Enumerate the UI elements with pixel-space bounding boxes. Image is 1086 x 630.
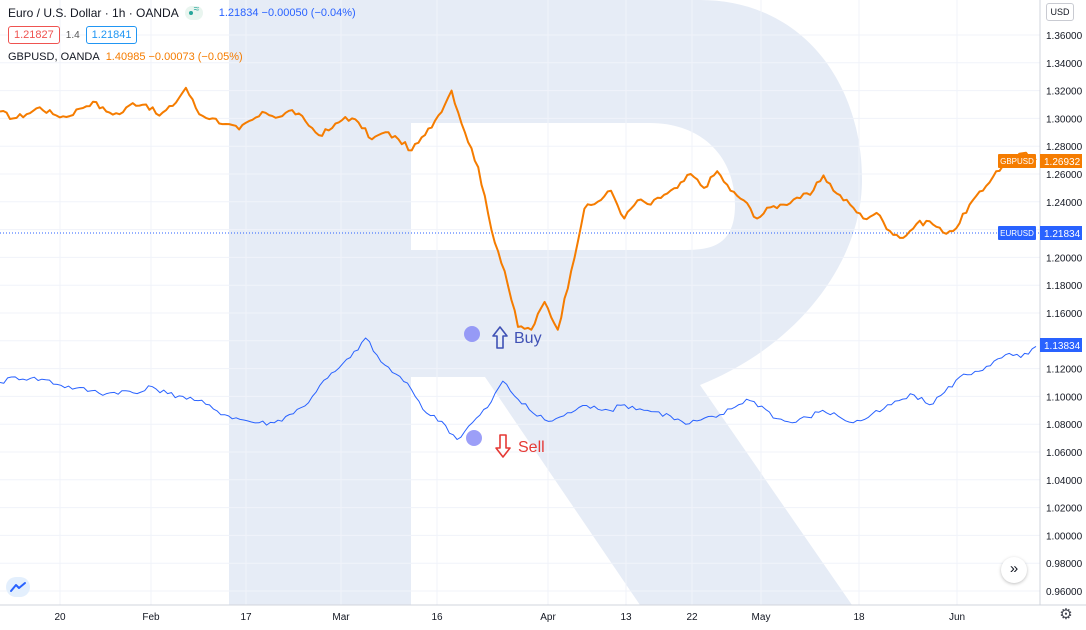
price-label-name: GBPUSD [1000,157,1034,166]
market-status-icon[interactable] [184,4,203,20]
price-label-value: 1.21834 [1044,229,1081,240]
x-tick-label: 20 [54,612,66,623]
y-tick-label: 1.24000 [1046,198,1083,209]
grid [0,0,1040,605]
compare-symbol-value: 1.40985 −0.00073 (−0.05%) [105,51,243,63]
currency-button[interactable]: USD [1046,3,1074,21]
y-tick-label: 0.96000 [1046,587,1083,598]
y-tick-label: 1.16000 [1046,309,1083,320]
price-label-value: 1.26932 [1044,157,1081,168]
gear-icon[interactable]: ⚙ [1059,606,1073,623]
y-tick-label: 1.06000 [1046,448,1083,459]
y-tick-label: 1.18000 [1046,281,1083,292]
price-label-last: 1.13834 [1040,338,1082,352]
tradingview-logo[interactable] [6,577,30,597]
x-tick-label: Feb [142,612,160,623]
x-tick-label: Mar [332,612,350,623]
y-tick-label: 1.32000 [1046,87,1083,98]
series-line-gbpusd [0,86,1037,331]
x-tick-label: 16 [431,612,443,623]
y-tick-label: 1.30000 [1046,114,1083,125]
buy-marker [464,326,480,342]
main-series-value: 1.21834 −0.00050 (−0.04%) [218,7,356,19]
compare-symbol-name[interactable]: GBPUSD, OANDA [8,51,100,63]
price-axis[interactable]: 1.36000 1.34000 1.32000 1.30000 1.28000 1.260… [1046,31,1083,598]
price-label-eurusd: EURUSD 1.21834 [998,226,1082,240]
y-tick-label: 1.00000 [1046,531,1083,542]
x-tick-label: Jun [949,612,965,623]
y-tick-label: 1.34000 [1046,59,1083,70]
scroll-to-realtime-button[interactable]: » [1001,557,1027,583]
y-tick-label: 0.98000 [1046,559,1083,570]
x-tick-label: 13 [620,612,632,623]
y-tick-label: 1.08000 [1046,420,1083,431]
y-tick-label: 1.36000 [1046,31,1083,42]
spread-value: 1.4 [65,29,80,41]
buy-arrow-icon [492,326,508,349]
x-tick-label: 18 [853,612,865,623]
y-tick-label: 1.10000 [1046,392,1083,403]
x-tick-label: Apr [540,612,556,623]
compare-legend[interactable]: GBPUSD, OANDA 1.40985 −0.00073 (−0.05%) [8,51,243,63]
x-tick-label: 22 [686,612,698,623]
sell-arrow-icon [495,434,511,458]
y-tick-label: 1.26000 [1046,170,1083,181]
y-tick-label: 1.02000 [1046,504,1083,515]
sell-marker [466,430,482,446]
sell-annotation-label: Sell [518,439,545,456]
tradingview-logo-icon [10,582,26,592]
y-tick-label: 1.12000 [1046,365,1083,376]
y-tick-label: 1.28000 [1046,142,1083,153]
sell-price-button[interactable]: 1.21827 [8,26,60,44]
buy-annotation-label: Buy [514,330,542,347]
buy-price-button[interactable]: 1.21841 [85,26,138,44]
series-line-eurusd [0,337,1037,440]
symbol-legend[interactable]: Euro / U.S. Dollar · 1h · OANDA 1.21834 … [8,4,356,20]
price-label-value: 1.13834 [1044,341,1081,352]
price-label-gbpusd: GBPUSD 1.26932 [998,154,1082,168]
y-tick-label: 1.20000 [1046,253,1083,264]
price-label-name: EURUSD [1000,229,1034,238]
x-tick-label: May [752,612,771,623]
double-chevron-right-icon: » [1009,560,1019,577]
x-tick-label: 17 [240,612,252,623]
time-axis[interactable]: 20 Feb 17 Mar 16 Apr 13 22 May 18 Jun [54,612,965,623]
y-tick-label: 1.04000 [1046,476,1083,487]
symbol-title[interactable]: Euro / U.S. Dollar · 1h · OANDA [8,6,179,20]
bid-ask-row: 1.21827 1.4 1.21841 [8,26,138,44]
